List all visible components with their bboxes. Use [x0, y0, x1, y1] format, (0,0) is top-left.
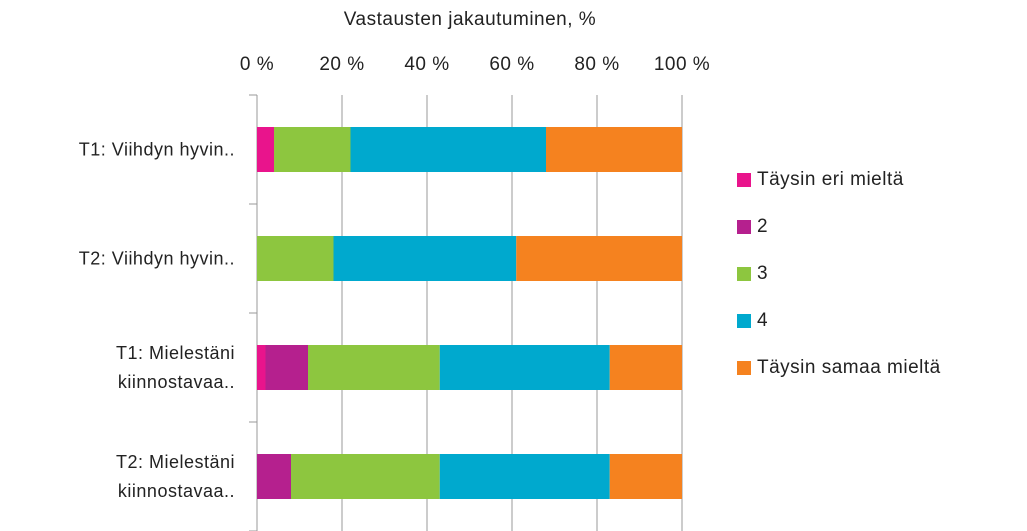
bar-segment [257, 345, 266, 390]
bar-segment [350, 127, 546, 172]
bar-segment [439, 454, 610, 499]
x-tick-label: 40 % [404, 54, 449, 75]
bar-segment [609, 454, 682, 499]
legend-swatch [737, 173, 751, 187]
legend-label: Täysin samaa mieltä [757, 357, 941, 378]
x-tick-label: 80 % [574, 54, 619, 75]
legend-swatch [737, 361, 751, 375]
bar-segment [516, 236, 682, 281]
y-tick-label: T2: Viihdyn hyvin.. [78, 248, 235, 268]
bar-segment [265, 345, 308, 390]
x-tick-label: 100 % [654, 54, 710, 75]
bar-segment [439, 345, 610, 390]
x-tick-label: 0 % [240, 54, 274, 75]
y-tick-label: T1: Viihdyn hyvin.. [78, 139, 235, 159]
bar-segment [308, 345, 440, 390]
legend-label: 2 [757, 216, 768, 237]
x-tick-label: 60 % [489, 54, 534, 75]
legend-swatch [737, 314, 751, 328]
legend-label: 4 [757, 310, 768, 331]
y-tick-label: T1: Mielestäni kiinnostavaa.. [115, 342, 235, 392]
legend-label: Täysin eri mieltä [757, 169, 904, 190]
y-tick-label: T2: Mielestäni kiinnostavaa.. [115, 451, 235, 501]
bar-segment [291, 454, 440, 499]
bar-segment [257, 127, 274, 172]
chart-title: Vastausten jakautuminen, % [344, 9, 596, 30]
bar-segment [546, 127, 682, 172]
bar-segment [257, 454, 291, 499]
x-tick-label: 20 % [319, 54, 364, 75]
legend-swatch [737, 220, 751, 234]
bar-segment [333, 236, 517, 281]
bar-segment [609, 345, 682, 390]
legend-swatch [737, 267, 751, 281]
bar-segment [257, 236, 334, 281]
bar-segment [274, 127, 351, 172]
legend-label: 3 [757, 263, 768, 284]
